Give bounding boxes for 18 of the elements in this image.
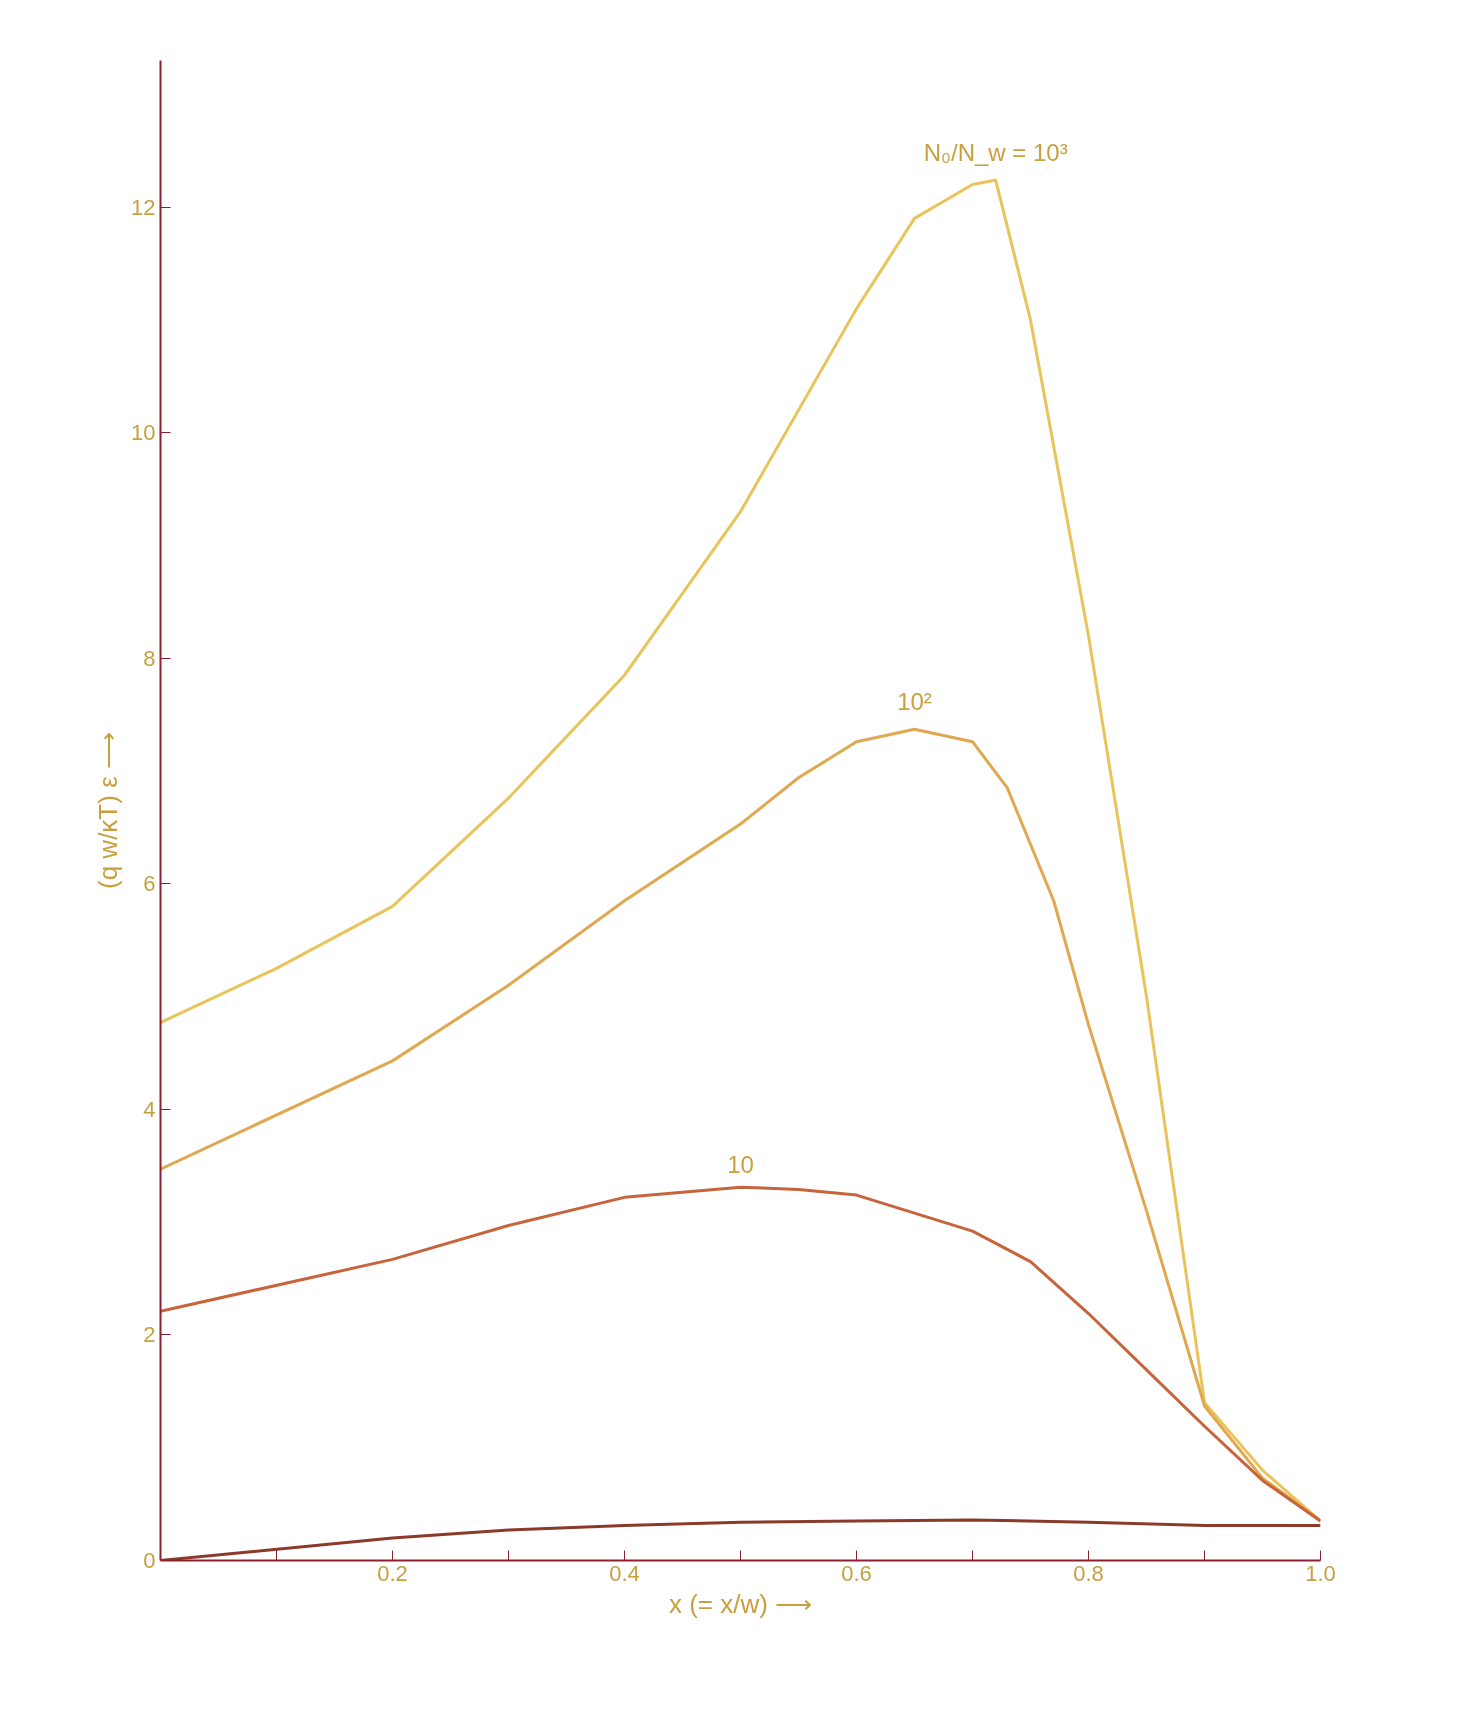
y-tick-label: 10 — [131, 420, 156, 446]
x-tick-label: 0.4 — [609, 1560, 640, 1586]
y-tick-label: 8 — [143, 645, 156, 671]
series-label: N₀/N_w = 10³ — [923, 139, 1068, 167]
line-series — [160, 1185, 1321, 1523]
x-tick-label: 0.8 — [1073, 1560, 1104, 1586]
x-tick-label: 1.0 — [1305, 1560, 1336, 1586]
y-tick-label: 2 — [143, 1322, 156, 1348]
y-tick-label: 4 — [143, 1096, 156, 1122]
series-label: 10² — [897, 688, 932, 716]
x-tick-label: 0.6 — [841, 1560, 872, 1586]
y-tick-label: 6 — [143, 871, 156, 897]
x-axis-title: x (= x/w) ⟶ — [668, 1588, 813, 1619]
y-axis-title: (q w/κT) ε ⟶ — [93, 732, 124, 889]
x-tick-label: 0.2 — [377, 1560, 408, 1586]
y-tick-label: 12 — [131, 194, 156, 220]
y-tick-label: 0 — [143, 1548, 156, 1573]
series-label: 10 — [727, 1151, 754, 1179]
